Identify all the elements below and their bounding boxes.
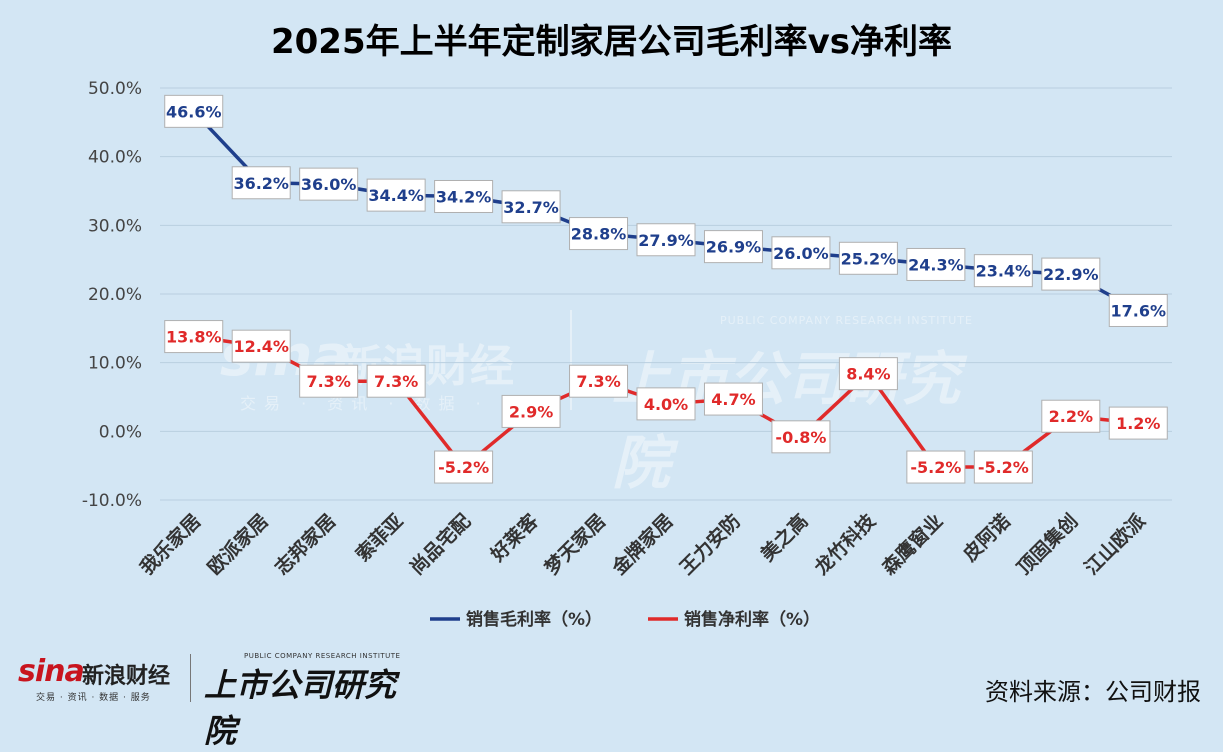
y-tick-label: 10.0% xyxy=(88,354,142,374)
data-label-box xyxy=(838,357,898,391)
data-label-box xyxy=(973,254,1033,288)
data-label-box xyxy=(299,167,359,201)
data-label: 4.7% xyxy=(711,390,755,409)
data-label-box xyxy=(164,94,224,128)
legend-label-net: 销售净利率（%） xyxy=(684,609,820,630)
chart-area: 2025年上半年定制家居公司毛利率vs净利率 sina 新浪财经 交易 · 资讯… xyxy=(18,22,1201,750)
xinlang-caijing-logo: 新浪财经 xyxy=(82,664,171,689)
data-label-box xyxy=(1041,257,1101,291)
x-tick-label: 梦天家居 xyxy=(540,509,610,579)
data-label: -5.2% xyxy=(438,458,489,477)
data-label-box xyxy=(703,382,763,416)
x-tick-label: 索菲亚 xyxy=(351,509,408,566)
data-label-box xyxy=(366,178,426,212)
data-label: 34.4% xyxy=(368,186,424,205)
data-label-box xyxy=(636,387,696,421)
data-label: 26.0% xyxy=(773,244,829,263)
data-label: -5.2% xyxy=(910,458,961,477)
x-tick-label: 森鹰窗业 xyxy=(877,509,947,579)
data-label-box xyxy=(771,236,831,270)
y-tick-label: 20.0% xyxy=(88,285,142,305)
data-label: 22.9% xyxy=(1043,265,1099,284)
data-label-box xyxy=(501,394,561,428)
x-tick-label: 王力安防 xyxy=(675,509,745,579)
data-label-box xyxy=(906,247,966,281)
data-label: 25.2% xyxy=(841,249,897,268)
y-tick-label: 0.0% xyxy=(99,422,142,442)
data-label-box xyxy=(771,420,831,454)
x-tick-label: 龙竹科技 xyxy=(810,509,881,580)
data-label: 12.4% xyxy=(233,337,289,356)
data-label-box xyxy=(569,217,629,251)
sina-logo: sina xyxy=(18,654,85,689)
data-label: 32.7% xyxy=(503,198,559,217)
x-tick-label: 皮阿诺 xyxy=(958,509,1015,566)
data-label: 46.6% xyxy=(166,102,222,121)
data-label-box xyxy=(501,190,561,224)
data-label: 27.9% xyxy=(638,231,694,250)
data-label: 4.0% xyxy=(644,395,688,414)
x-tick-label: 我乐家居 xyxy=(135,509,205,579)
x-tick-label: 美之高 xyxy=(756,509,813,566)
logo-divider xyxy=(190,654,191,702)
data-label: 23.4% xyxy=(976,262,1032,281)
data-label: -0.8% xyxy=(775,428,826,447)
data-label-box xyxy=(906,450,966,484)
x-tick-label: 顶固集创 xyxy=(1012,509,1082,579)
logo-subtitle: 交易 · 资讯 · 数据 · 服务 xyxy=(36,693,151,703)
x-tick-label: 江山欧派 xyxy=(1080,509,1151,580)
data-label: 2.2% xyxy=(1049,407,1093,426)
data-label: 17.6% xyxy=(1111,301,1167,320)
data-label-box xyxy=(569,364,629,398)
data-label-box xyxy=(231,166,291,200)
data-label-box xyxy=(1041,399,1101,433)
data-label: 7.3% xyxy=(306,372,350,391)
data-label-box xyxy=(1108,406,1168,440)
data-label: 7.3% xyxy=(374,372,418,391)
data-label: 24.3% xyxy=(908,255,964,274)
data-label: 36.0% xyxy=(301,175,357,194)
y-tick-label: -10.0% xyxy=(82,491,142,511)
data-label: 7.3% xyxy=(576,372,620,391)
data-label-box xyxy=(299,364,359,398)
logo-block: sina 新浪财经 交易 · 资讯 · 数据 · 服务 PUBLIC COMPA… xyxy=(18,652,418,750)
data-label: 36.2% xyxy=(233,174,289,193)
data-label-box xyxy=(164,320,224,354)
x-tick-label: 志邦家居 xyxy=(270,509,340,579)
x-tick-label: 欧派家居 xyxy=(203,509,273,579)
data-label-box xyxy=(838,241,898,275)
logo-english: PUBLIC COMPANY RESEARCH INSTITUTE xyxy=(244,652,401,660)
chart-title: 2025年上半年定制家居公司毛利率vs净利率 xyxy=(270,22,953,62)
line-chart: 50.0% 40.0% 30.0% 20.0% 10.0% 0.0% -10.0%我乐家居欧… xyxy=(82,79,1172,630)
x-tick-label: 尚品宅配 xyxy=(405,509,475,579)
x-tick-label: 好莱客 xyxy=(485,509,543,567)
data-label: 1.2% xyxy=(1116,414,1160,433)
data-label: -5.2% xyxy=(978,458,1029,477)
data-label: 2.9% xyxy=(509,402,553,421)
source-note: 资料来源：公司财报 xyxy=(985,678,1201,706)
x-tick-label: 金牌家居 xyxy=(607,509,678,580)
data-label-box xyxy=(973,450,1033,484)
data-label-box xyxy=(434,450,494,484)
shangshi-institute-logo: 上市公司研究院 xyxy=(204,666,397,750)
data-label-box xyxy=(231,329,291,363)
y-tick-label: 40.0% xyxy=(88,148,142,168)
data-label: 28.8% xyxy=(571,225,627,244)
data-label-box xyxy=(434,179,494,213)
data-label-box xyxy=(366,364,426,398)
data-label-box xyxy=(1108,293,1168,327)
data-label: 13.8% xyxy=(166,328,222,347)
data-label-box xyxy=(703,230,763,264)
legend-label-gross: 销售毛利率（%） xyxy=(466,609,602,630)
data-label: 8.4% xyxy=(846,365,890,384)
data-label: 26.9% xyxy=(706,238,762,257)
data-label-box xyxy=(636,223,696,257)
y-tick-label: 50.0% xyxy=(88,79,142,99)
data-label: 34.2% xyxy=(436,187,492,206)
y-tick-label: 30.0% xyxy=(88,216,142,236)
